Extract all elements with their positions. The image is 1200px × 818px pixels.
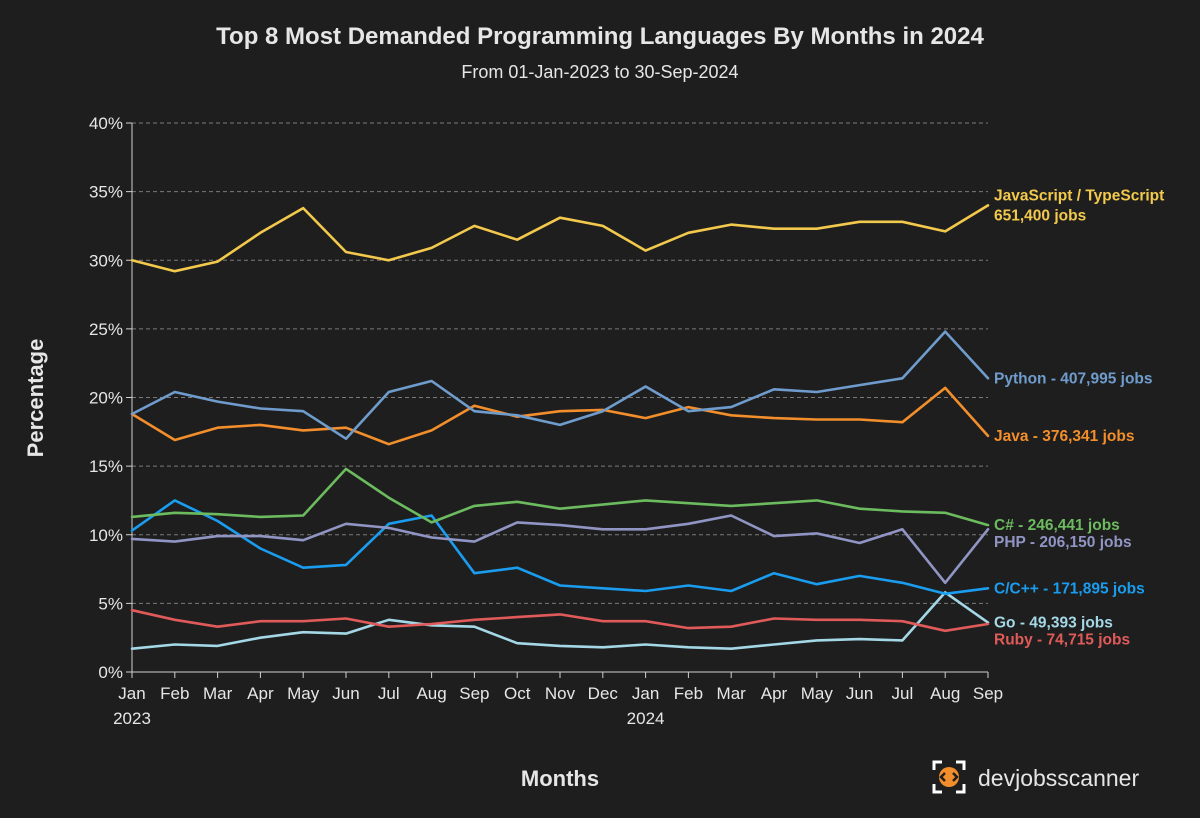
x-tick-label: Jan xyxy=(118,684,145,703)
y-tick-label: 15% xyxy=(89,457,123,476)
y-tick-label: 5% xyxy=(98,594,123,613)
series-end-label: C# - 246,441 jobs xyxy=(994,517,1120,534)
x-tick-label: Apr xyxy=(761,684,788,703)
y-tick-label: 35% xyxy=(89,183,123,202)
x-tick-label: Feb xyxy=(160,684,189,703)
series-lines xyxy=(130,204,990,651)
x-year-label: 2023 xyxy=(113,709,151,728)
y-tick-label: 20% xyxy=(89,389,123,408)
series-line-java xyxy=(130,386,990,446)
x-tick-label: Nov xyxy=(545,684,576,703)
x-tick-label: Apr xyxy=(247,684,274,703)
series-end-label: C/C++ - 171,895 jobs xyxy=(994,580,1145,597)
x-tick-label: Mar xyxy=(203,684,233,703)
y-tick-label: 30% xyxy=(89,251,123,270)
x-tick-label: Jan xyxy=(632,684,659,703)
series-line-ruby xyxy=(130,608,990,633)
x-axis-label: Months xyxy=(521,766,599,791)
series-end-labels: JavaScript / TypeScript 651,400 jobs Pytho… xyxy=(994,187,1164,648)
series-end-label: 651,400 jobs xyxy=(994,207,1086,224)
x-tick-label: Dec xyxy=(588,684,619,703)
y-axis-label: Percentage xyxy=(23,339,48,458)
series-end-label: Go - 49,393 jobs xyxy=(994,615,1113,632)
x-tick-label: May xyxy=(801,684,834,703)
series-line-c-c xyxy=(130,499,990,596)
brand-logo: devjobsscanner xyxy=(932,760,1139,794)
series-end-label: Java - 376,341 jobs xyxy=(994,428,1134,445)
x-tick-label: Jun xyxy=(332,684,359,703)
series-line-go xyxy=(130,591,990,651)
x-tick-label: Jun xyxy=(846,684,873,703)
series-end-label: JavaScript / TypeScript xyxy=(994,187,1164,204)
series-line-c xyxy=(130,467,990,527)
x-tick-label: Jul xyxy=(378,684,400,703)
x-axis: Jan Feb Mar Apr May Jun Jul Aug Sep Oct Nov Dec Jan F… xyxy=(113,671,1003,728)
series-line-javascript-typescript xyxy=(130,204,990,273)
grid-lines xyxy=(132,122,988,604)
x-tick-label: Sep xyxy=(973,684,1003,703)
y-axis-ticks: 0% 5% 10% 15% 20% 25% 30% 35% 40% xyxy=(89,114,133,682)
y-tick-label: 40% xyxy=(89,114,123,133)
chart-title: Top 8 Most Demanded Programming Language… xyxy=(216,23,984,50)
y-tick-label: 25% xyxy=(89,320,123,339)
x-tick-label: Jul xyxy=(892,684,914,703)
x-year-label: 2024 xyxy=(627,709,665,728)
x-tick-label: Sep xyxy=(459,684,489,703)
series-end-label: Python - 407,995 jobs xyxy=(994,370,1153,387)
series-line-python xyxy=(130,330,990,441)
x-tick-label: Feb xyxy=(674,684,703,703)
x-tick-label: Oct xyxy=(504,684,531,703)
devjobsscanner-logo-icon xyxy=(932,760,966,794)
chart-subtitle: From 01-Jan-2023 to 30-Sep-2024 xyxy=(461,62,738,82)
brand-name: devjobsscanner xyxy=(978,765,1139,791)
x-tick-label: Aug xyxy=(416,684,446,703)
series-end-label: Ruby - 74,715 jobs xyxy=(994,632,1130,649)
x-tick-label: Mar xyxy=(717,684,747,703)
x-tick-label: May xyxy=(287,684,320,703)
series-end-label: PHP - 206,150 jobs xyxy=(994,534,1132,551)
x-tick-label: Aug xyxy=(930,684,960,703)
y-tick-label: 0% xyxy=(98,663,123,682)
y-tick-label: 10% xyxy=(89,526,123,545)
series-line-php xyxy=(130,514,990,585)
